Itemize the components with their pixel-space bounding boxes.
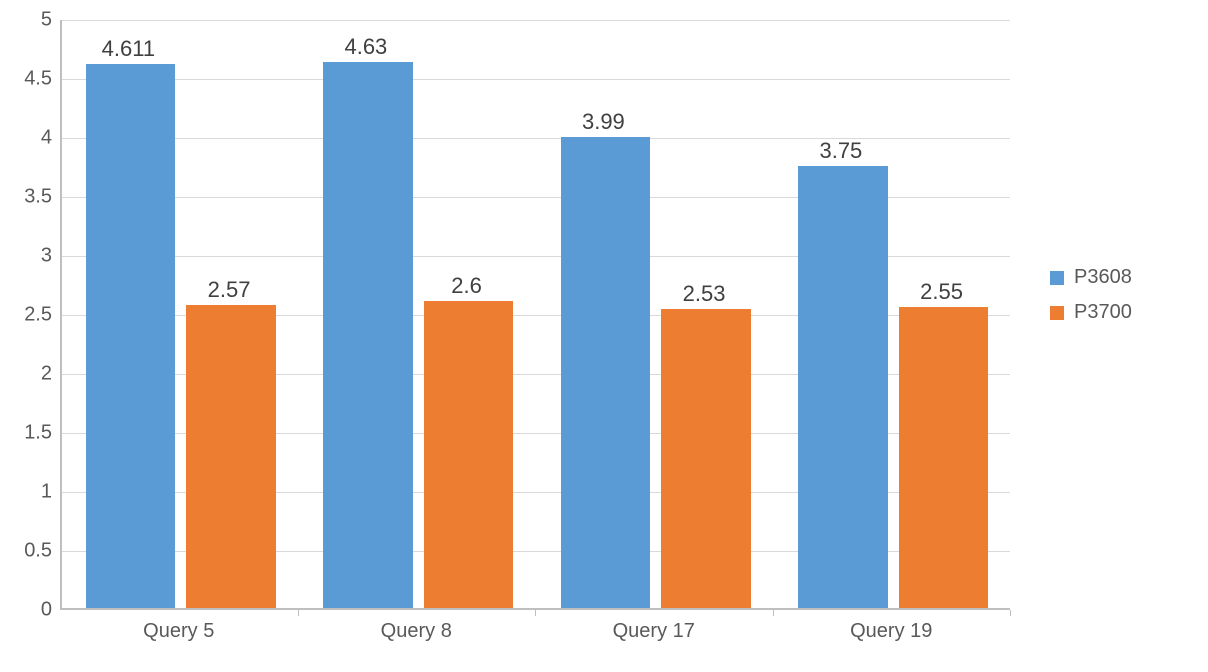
bar-value-label: 2.55: [920, 279, 963, 305]
chart-container: 00.511.522.533.544.55Query 54.6112.57Que…: [0, 0, 1208, 672]
y-tick-label: 0: [41, 599, 60, 622]
legend-swatch: [1050, 306, 1064, 320]
legend-label: P3700: [1074, 301, 1132, 324]
bar-value-label: 2.57: [208, 277, 251, 303]
x-category-label: Query 5: [143, 620, 214, 643]
legend-item: P3608: [1050, 266, 1132, 289]
x-tick-mark: [1010, 610, 1011, 616]
y-tick-label: 0.5: [24, 540, 60, 563]
bar: [561, 137, 650, 608]
bar: [798, 166, 887, 609]
y-tick-label: 5: [41, 9, 60, 32]
bar: [86, 64, 175, 608]
y-tick-label: 3.5: [24, 186, 60, 209]
bar-value-label: 4.63: [344, 34, 387, 60]
x-tick-mark: [535, 610, 536, 616]
grid-line: [62, 20, 1010, 21]
bar: [186, 305, 275, 608]
bar-value-label: 2.53: [683, 281, 726, 307]
legend: P3608 P3700: [1050, 260, 1132, 330]
x-tick-mark: [773, 610, 774, 616]
y-tick-label: 4: [41, 127, 60, 150]
grid-line: [62, 138, 1010, 139]
x-category-label: Query 17: [613, 620, 695, 643]
bar: [323, 62, 412, 608]
bar-value-label: 4.611: [102, 36, 155, 62]
legend-swatch: [1050, 271, 1064, 285]
y-tick-label: 1: [41, 481, 60, 504]
bar: [661, 309, 750, 608]
y-tick-label: 1.5: [24, 422, 60, 445]
y-tick-label: 4.5: [24, 68, 60, 91]
bar: [899, 307, 988, 608]
y-tick-label: 2: [41, 363, 60, 386]
x-category-label: Query 19: [850, 620, 932, 643]
legend-item: P3700: [1050, 301, 1132, 324]
x-category-label: Query 8: [381, 620, 452, 643]
bar-value-label: 3.99: [582, 109, 625, 135]
plot-area: [60, 20, 1010, 610]
x-tick-mark: [298, 610, 299, 616]
legend-label: P3608: [1074, 266, 1132, 289]
grid-line: [62, 79, 1010, 80]
bar: [424, 301, 513, 608]
y-tick-label: 3: [41, 245, 60, 268]
y-tick-label: 2.5: [24, 304, 60, 327]
bar-value-label: 2.6: [451, 273, 482, 299]
bar-value-label: 3.75: [819, 138, 862, 164]
